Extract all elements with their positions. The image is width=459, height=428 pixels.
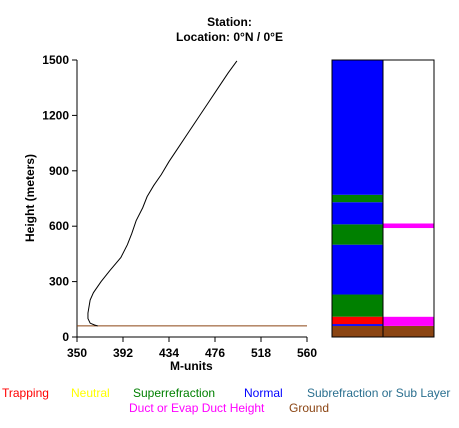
location-title: Location: 0°N / 0°E: [176, 30, 283, 44]
y-tick-label: 900: [49, 164, 69, 178]
y-tick-label: 300: [49, 275, 69, 289]
legend-ground-label: Ground: [289, 401, 330, 415]
legend-neutral-label: Neutral: [71, 386, 110, 400]
legend-superrefraction: Superrefraction: [133, 386, 215, 400]
legend-trapping: Trapping: [2, 386, 49, 400]
layer-segment-left: [332, 316, 383, 325]
legend-duct-label: Duct or Evap Duct Height: [129, 401, 265, 415]
station-title: Station:: [207, 15, 252, 29]
layer-segment-right: [383, 223, 434, 229]
layer-segment-left: [332, 60, 383, 195]
layer-segment-left: [332, 224, 383, 245]
x-tick-label: 392: [113, 346, 133, 360]
legend-duct: Duct or Evap Duct Height: [129, 401, 264, 415]
x-axis-label: M-units: [170, 359, 213, 373]
layer-segment-left: [332, 244, 383, 295]
x-tick-label: 350: [67, 346, 87, 360]
legend-superrefraction-label: Superrefraction: [133, 386, 216, 400]
legend-normal-label: Normal: [244, 386, 283, 400]
legend-ground: Ground: [289, 401, 329, 415]
x-tick-label: 518: [251, 346, 271, 360]
layer-segment-left: [332, 324, 383, 326]
x-tick-label: 560: [297, 346, 317, 360]
layer-segment-left: [332, 294, 383, 317]
legend-neutral: Neutral: [71, 386, 110, 400]
layer-segment-left: [332, 202, 383, 225]
layer-segment-right: [383, 316, 434, 326]
profile-line: [87, 60, 238, 327]
layer-segment-left: [332, 194, 383, 203]
layer-segment-right: [383, 325, 434, 337]
y-tick-label: 1200: [42, 108, 69, 122]
y-tick-label: 0: [62, 330, 69, 344]
layer-segment-right: [383, 228, 434, 317]
y-tick-label: 600: [49, 219, 69, 233]
layer-segment-right: [383, 60, 434, 224]
layer-column-right: [382, 59, 435, 338]
x-tick-label: 434: [159, 346, 179, 360]
legend-subrefraction: Subrefraction or Sub Layer: [307, 386, 450, 400]
y-tick-label: 1500: [42, 53, 69, 67]
layer-segment-left: [332, 325, 383, 337]
legend-subrefraction-label: Subrefraction or Sub Layer: [307, 386, 451, 400]
legend-trapping-label: Trapping: [2, 386, 49, 400]
x-tick-label: 476: [205, 346, 225, 360]
legend-normal: Normal: [244, 386, 283, 400]
